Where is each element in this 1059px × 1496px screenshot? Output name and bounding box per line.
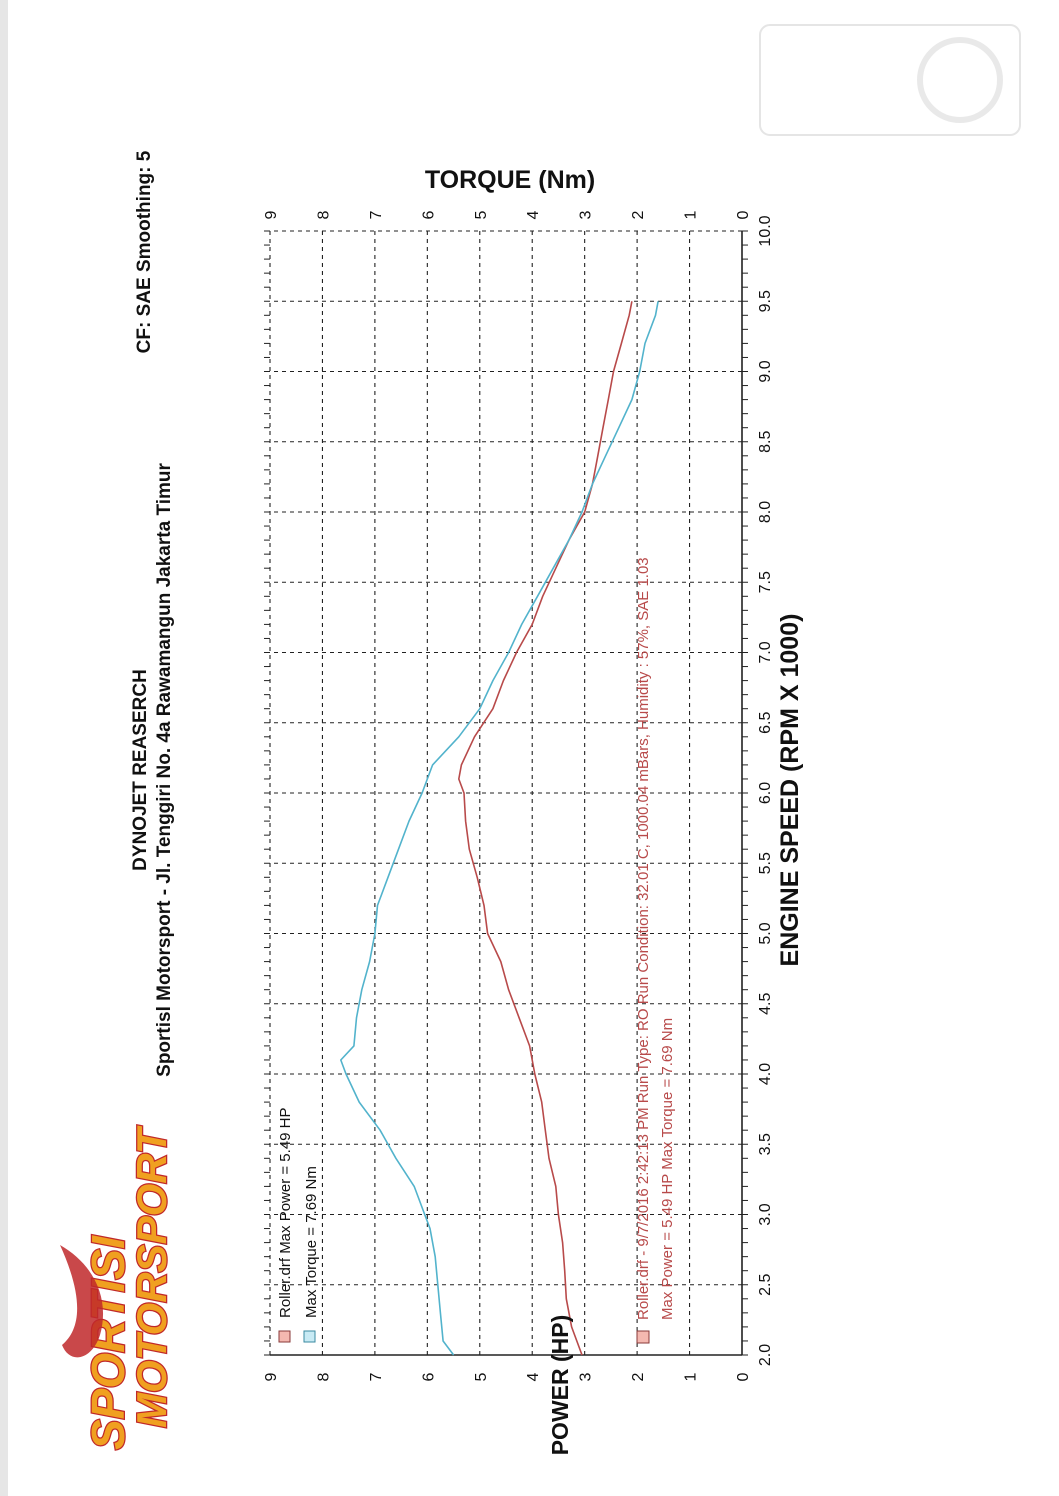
scan-edge [0,0,8,1496]
power-tick-label: 4 [525,1372,542,1381]
rpm-tick-label: 6.5 [757,712,774,734]
logo-swoosh-icon [60,1245,104,1358]
run-annotation: Roller.drf - 9/7/2016 2:42:13 PM Run Typ… [635,557,676,1344]
power-tick-label: 3 [578,1372,595,1381]
annotation-swatch [636,1330,650,1344]
chart-legend: Roller.drf Max Power = 5.49 HP Max Torqu… [277,1107,320,1343]
power-tick-label: 7 [368,1372,385,1381]
torque-tick-label: 8 [315,210,332,219]
rpm-tick-label: 8.5 [757,431,774,453]
rpm-tick-label: 2.5 [757,1274,774,1296]
chart-ticks: 2.0 2.5 3.0 3.5 4.0 4.5 5.0 5.5 6.0 6.5 7.0 7.5 8.0 8… [263,210,774,1381]
legend-power-label: Roller.drf Max Power = 5.49 HP [277,1107,294,1318]
report-title: DYNOJET REASERCH [130,669,151,871]
report-address: Sportisl Motorsport - Jl. Tenggiri No. 4… [154,463,175,1077]
engine-speed-axis-title: ENGINE SPEED (RPM X 1000) [776,614,804,967]
torque-axis-title: TORQUE (Nm) [425,166,595,194]
torque-curve [340,301,659,1356]
torque-tick-label: 1 [683,210,700,219]
rpm-tick-label: 5.5 [757,852,774,874]
torque-tick-label: 5 [473,210,490,219]
torque-tick-label: 6 [420,210,437,219]
rpm-tick-label: 9.0 [757,360,774,382]
rpm-tick-label: 7.0 [757,641,774,663]
bleed-through-artifacts [759,24,1021,136]
power-axis-title: POWER (HP) [547,1315,573,1456]
power-tick-label: 2 [630,1372,647,1381]
rpm-tick-label: 4.0 [757,1063,774,1085]
chart-grid [269,230,743,1356]
power-tick-label: 8 [315,1372,332,1381]
legend-power-swatch [278,1330,291,1343]
rpm-tick-label: 2.0 [757,1344,774,1366]
dyno-chart: 2.0 2.5 3.0 3.5 4.0 4.5 5.0 5.5 6.0 6.5 7.0 7.5 8.0 8… [263,210,774,1381]
max-values-text: Max Power = 5.49 HP Max Torque = 7.69 Nm [659,1018,676,1320]
chart-series [340,301,659,1356]
correction-factor-settings: CF: SAE Smoothing: 5 [134,150,155,353]
rpm-tick-label: 6.0 [757,782,774,804]
bleed-through-circle [917,37,1003,123]
rpm-tick-label: 7.5 [757,571,774,593]
legend-torque-label: Max Torque = 7.69 Nm [303,1166,320,1318]
run-condition-text: Roller.drf - 9/7/2016 2:42:13 PM Run Typ… [635,557,652,1320]
rpm-tick-label: 5.0 [757,922,774,944]
rpm-tick-label: 10.0 [757,215,774,246]
rpm-tick-label: 3.5 [757,1133,774,1155]
bleed-through-logo [759,24,1021,136]
logo-sportisi-text: SPORTISI [82,1235,134,1450]
power-curve [458,301,633,1356]
torque-tick-label: 2 [630,210,647,219]
rpm-tick-label: 9.5 [757,290,774,312]
power-tick-label: 1 [683,1372,700,1381]
logo-motorsport-text: MOTORSPORT [128,1125,175,1428]
power-tick-label: 5 [473,1372,490,1381]
rpm-tick-label: 4.5 [757,993,774,1015]
torque-tick-label: 7 [368,210,385,219]
torque-tick-label: 4 [525,210,542,219]
rpm-tick-label: 8.0 [757,501,774,523]
power-tick-label: 6 [420,1372,437,1381]
torque-tick-label: 0 [735,210,752,219]
power-tick-label: 0 [735,1372,752,1381]
rpm-tick-label: 3.0 [757,1203,774,1225]
sportisi-motorsport-logo: SPORTISI MOTORSPORT [60,1124,176,1451]
power-tick-label: 9 [263,1372,280,1381]
torque-tick-label: 9 [263,210,280,219]
torque-tick-label: 3 [578,210,595,219]
legend-torque-swatch [303,1330,316,1343]
